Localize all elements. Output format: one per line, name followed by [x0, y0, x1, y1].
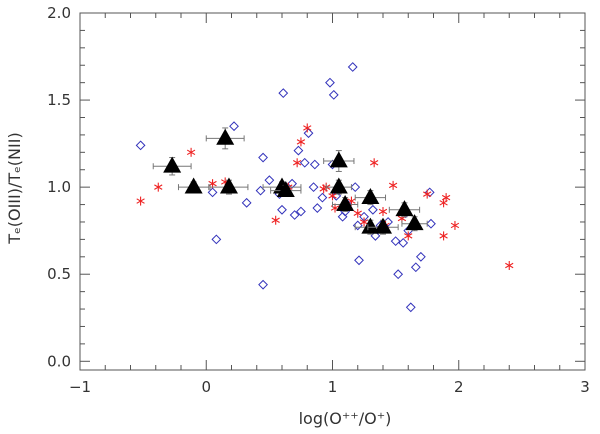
diamond-point: [398, 237, 409, 248]
diamond-point: [309, 159, 320, 170]
diamond-point: [325, 77, 335, 88]
x-tick-label: 1: [328, 378, 338, 396]
triangle-point: [367, 217, 399, 235]
diamond-point: [264, 175, 275, 186]
diamond-point: [278, 88, 289, 99]
asterisk-point: [423, 189, 432, 199]
diamond-point: [287, 178, 298, 189]
triangle-point: [332, 194, 359, 213]
asterisk-point: [296, 137, 306, 147]
y-tick-label: 0.5: [47, 265, 71, 283]
triangle-point: [209, 177, 249, 195]
diamond-series-layer: [135, 62, 436, 313]
diamond-point: [258, 152, 268, 163]
diamond-point: [289, 210, 300, 220]
diamond-point: [367, 204, 378, 215]
x-tick-label: −1: [69, 378, 91, 396]
axis-ticks-layer: −1 0 1 2 3 0.0 0.5 1.0 1.5 2.0: [47, 4, 590, 396]
y-axis-title: Tₑ(OIII)/Tₑ(NII): [5, 132, 24, 244]
x-tick-label: 3: [580, 378, 590, 396]
triangle-point: [325, 177, 352, 195]
triangle-point: [205, 127, 245, 150]
diamond-point: [293, 145, 304, 156]
diamond-point: [229, 121, 239, 132]
asterisk-point: [271, 215, 280, 225]
diamond-point: [328, 89, 339, 100]
triangle-point: [323, 150, 355, 172]
y-tick-label: 1.0: [47, 178, 71, 196]
triangle-point: [388, 200, 421, 218]
asterisk-point: [369, 158, 379, 168]
diamond-point: [277, 204, 287, 215]
diamond-point: [354, 255, 364, 266]
diamond-point: [308, 182, 319, 193]
triangle-point: [354, 187, 387, 206]
asterisk-point: [505, 261, 514, 271]
asterisk-point: [154, 182, 163, 192]
asterisk-point: [359, 217, 369, 227]
diamond-point: [135, 140, 146, 151]
triangle-point: [270, 181, 302, 198]
triangle-point: [177, 177, 210, 194]
diamond-point: [415, 251, 426, 262]
y-tick-label: 2.0: [47, 4, 71, 22]
diamond-point: [299, 157, 310, 168]
diamond-point: [312, 203, 323, 213]
diamond-point: [211, 234, 222, 245]
triangle-point: [401, 214, 428, 232]
diamond-point: [393, 269, 404, 280]
diamond-point: [390, 236, 401, 247]
diamond-point: [241, 197, 252, 208]
asterisk-point: [404, 231, 413, 241]
diamond-point: [405, 302, 416, 313]
diamond-point: [410, 262, 421, 273]
diamond-point: [350, 182, 361, 193]
y-tick-label: 0.0: [47, 352, 71, 370]
diamond-point: [258, 279, 268, 290]
asterisk-point: [186, 147, 196, 157]
diamond-point: [303, 128, 314, 139]
diamond-point: [317, 192, 328, 203]
asterisk-series-layer: [136, 123, 514, 271]
diamond-point: [347, 62, 358, 72]
diamond-point: [296, 206, 306, 217]
diamond-point: [426, 218, 436, 229]
asterisk-point: [136, 196, 145, 206]
asterisk-point: [388, 180, 398, 190]
asterisk-point: [450, 220, 460, 230]
y-tick-label: 1.5: [47, 91, 71, 109]
asterisk-point: [353, 208, 362, 218]
x-tick-label: 0: [201, 378, 211, 396]
x-axis-title: log(O⁺⁺/O⁺): [299, 409, 392, 428]
asterisk-point: [292, 158, 302, 168]
asterisk-point: [303, 123, 312, 133]
triangle-point: [152, 156, 192, 176]
x-tick-label: 2: [454, 378, 464, 396]
triangle-series-layer: [152, 127, 428, 235]
asterisk-point: [441, 193, 451, 203]
asterisk-point: [378, 207, 388, 217]
diamond-point: [207, 187, 218, 198]
asterisk-point: [439, 231, 448, 241]
